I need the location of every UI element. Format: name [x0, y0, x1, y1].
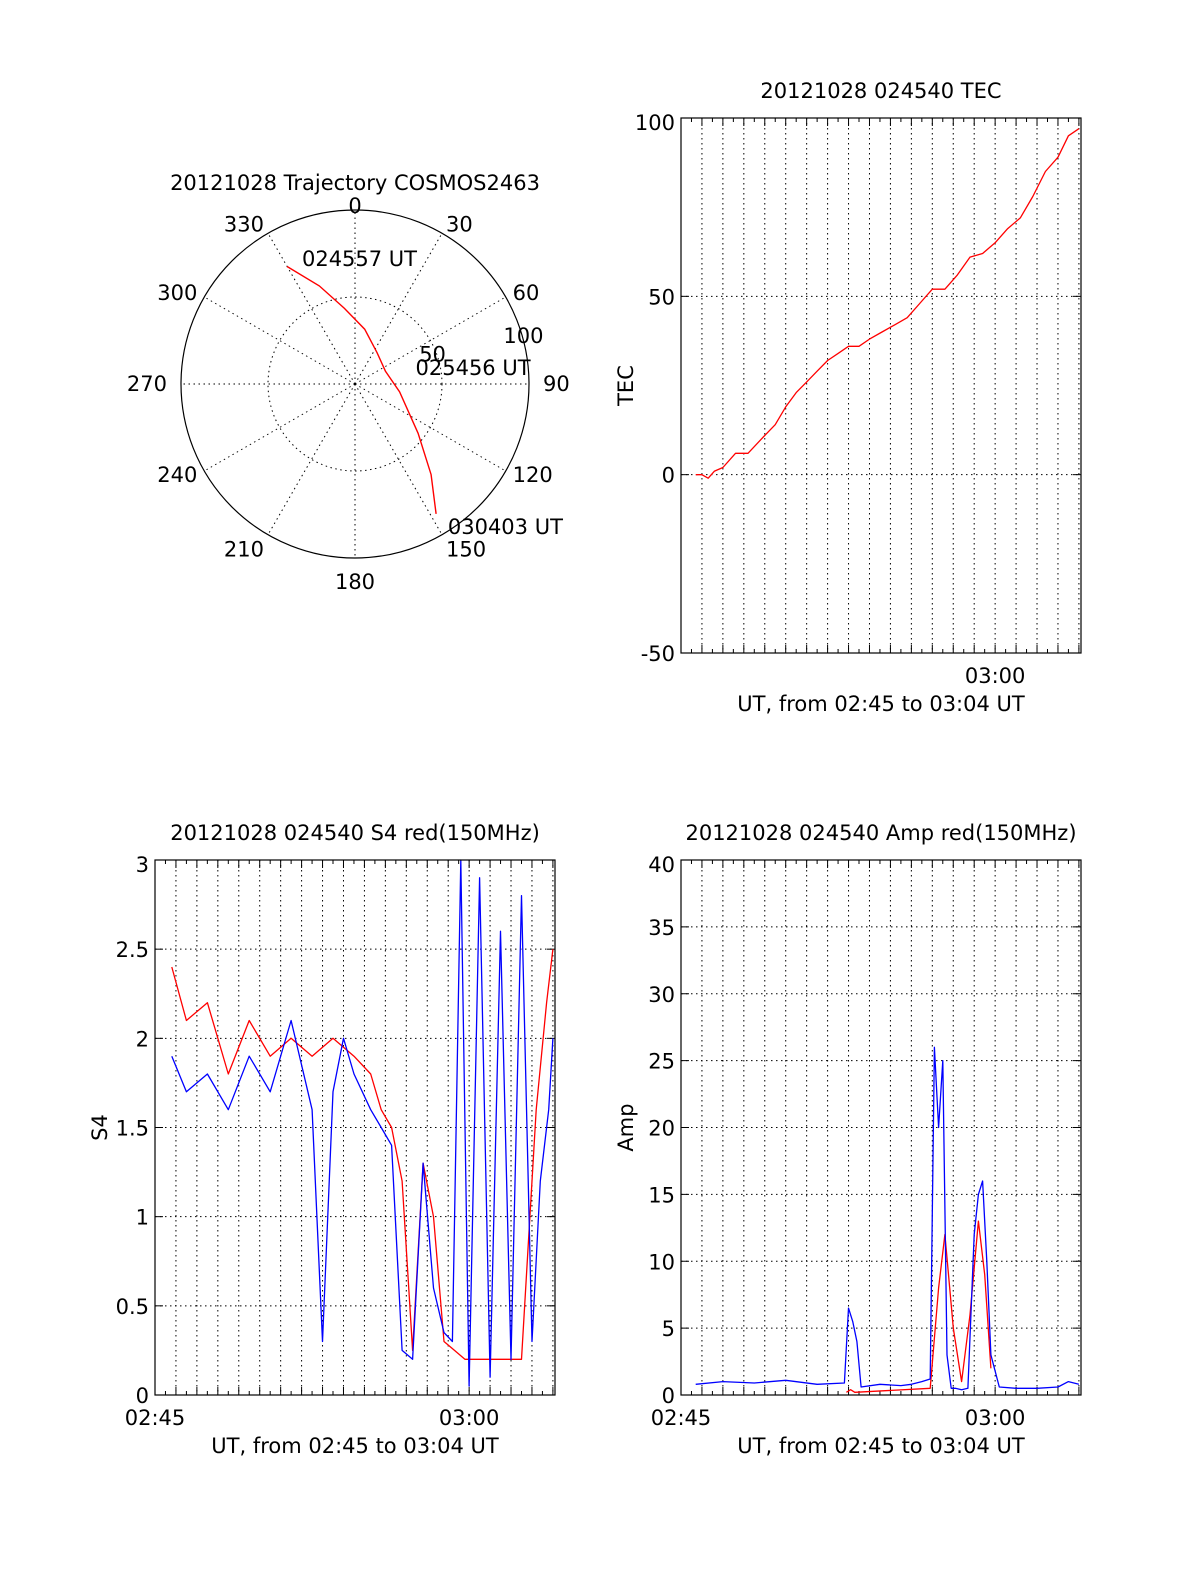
trajectory-path	[286, 265, 437, 514]
amp-xlabel: UT, from 02:45 to 03:04 UT	[737, 1434, 1025, 1458]
trajectory-spoke	[204, 383, 356, 472]
angle-label: 60	[513, 281, 540, 305]
tec-frame	[680, 117, 1082, 654]
s4-xtick-label: 03:00	[439, 1406, 500, 1430]
amp-ylabel: Amp	[614, 1103, 638, 1151]
trajectory-time-annotation: 024557 UT	[302, 247, 417, 271]
angle-label: 210	[224, 538, 264, 562]
tec-ytick-label: 0	[662, 464, 675, 488]
trajectory-outer-ring	[180, 209, 530, 559]
trajectory-spoke	[354, 233, 443, 385]
angle-label: 330	[224, 212, 264, 236]
amp-xtick-label: 02:45	[651, 1406, 712, 1430]
tec-xtick-label: 03:00	[965, 664, 1026, 688]
angle-label: 30	[446, 212, 473, 236]
amp-series-line	[695, 1046, 1080, 1391]
tec-ytick-label: -50	[641, 642, 675, 666]
s4-series-line	[171, 949, 554, 1360]
trajectory-spoke	[267, 233, 356, 385]
tec-ytick-label: 100	[635, 111, 675, 135]
trajectory-time-annotation: 025456 UT	[416, 356, 531, 380]
s4-ytick-label: 3	[136, 853, 149, 877]
trajectory-spoke	[354, 296, 506, 385]
s4-ytick-label: 1	[136, 1206, 149, 1230]
s4-ytick-label: 0	[136, 1384, 149, 1408]
amp-ytick-label: 0	[662, 1384, 675, 1408]
trajectory-spoke	[354, 383, 506, 472]
amp-ytick-label: 20	[648, 1117, 675, 1141]
amp-ytick-label: 35	[648, 916, 675, 940]
amp-ytick-label: 5	[662, 1317, 675, 1341]
s4-title: 20121028 024540 S4 red(150MHz)	[170, 821, 540, 845]
amp-panel: 20121028 024540 Amp red(150MHz) 0 5 10 15 20 2…	[614, 821, 1082, 1458]
tec-panel: 20121028 024540 TEC -50 0 50 100 03:00 UT, fro…	[614, 79, 1082, 716]
tec-ylabel: TEC	[614, 365, 638, 407]
s4-series-line	[171, 859, 554, 1387]
trajectory-title: 20121028 Trajectory COSMOS2463	[170, 171, 540, 195]
trajectory-spoke	[204, 296, 356, 385]
s4-xlabel: UT, from 02:45 to 03:04 UT	[211, 1434, 499, 1458]
tec-title: 20121028 024540 TEC	[760, 79, 1001, 103]
tec-xlabel: UT, from 02:45 to 03:04 UT	[737, 692, 1025, 716]
angle-label: 300	[157, 281, 197, 305]
angle-label: 0	[348, 194, 361, 218]
amp-ytick-label: 30	[648, 983, 675, 1007]
tec-ytick-label: 50	[648, 285, 675, 309]
angle-label: 240	[157, 463, 197, 487]
trajectory-spoke	[267, 383, 356, 535]
s4-ytick-label: 0.5	[116, 1295, 149, 1319]
trajectory-spoke	[354, 383, 443, 535]
amp-frame	[680, 859, 1082, 1396]
trajectory-time-annotation: 030403 UT	[448, 515, 563, 539]
s4-panel: 20121028 024540 S4 red(150MHz) 0 0.5 1 1.5 2 2…	[88, 821, 556, 1458]
amp-series-line	[846, 1220, 992, 1393]
amp-ytick-label: 10	[648, 1250, 675, 1274]
amp-ytick-label: 15	[648, 1183, 675, 1207]
angle-label: 180	[335, 570, 375, 594]
angle-label: 90	[543, 372, 570, 396]
amp-title: 20121028 024540 Amp red(150MHz)	[685, 821, 1076, 845]
tec-series-line	[695, 128, 1080, 479]
amp-ytick-label: 25	[648, 1050, 675, 1074]
s4-ylabel: S4	[88, 1114, 112, 1141]
s4-frame	[154, 859, 556, 1396]
angle-label: 150	[446, 538, 486, 562]
s4-ytick-label: 2	[136, 1027, 149, 1051]
s4-ytick-label: 1.5	[116, 1117, 149, 1141]
radial-label: 50	[419, 343, 446, 367]
amp-ytick-label: 40	[648, 853, 675, 877]
angle-label: 270	[127, 372, 167, 396]
amp-xtick-label: 03:00	[965, 1406, 1026, 1430]
angle-label: 120	[513, 463, 553, 487]
trajectory-grid-ring	[267, 296, 443, 472]
s4-ytick-label: 2.5	[116, 938, 149, 962]
s4-xtick-label: 02:45	[125, 1406, 186, 1430]
radial-label: 100	[503, 324, 543, 348]
